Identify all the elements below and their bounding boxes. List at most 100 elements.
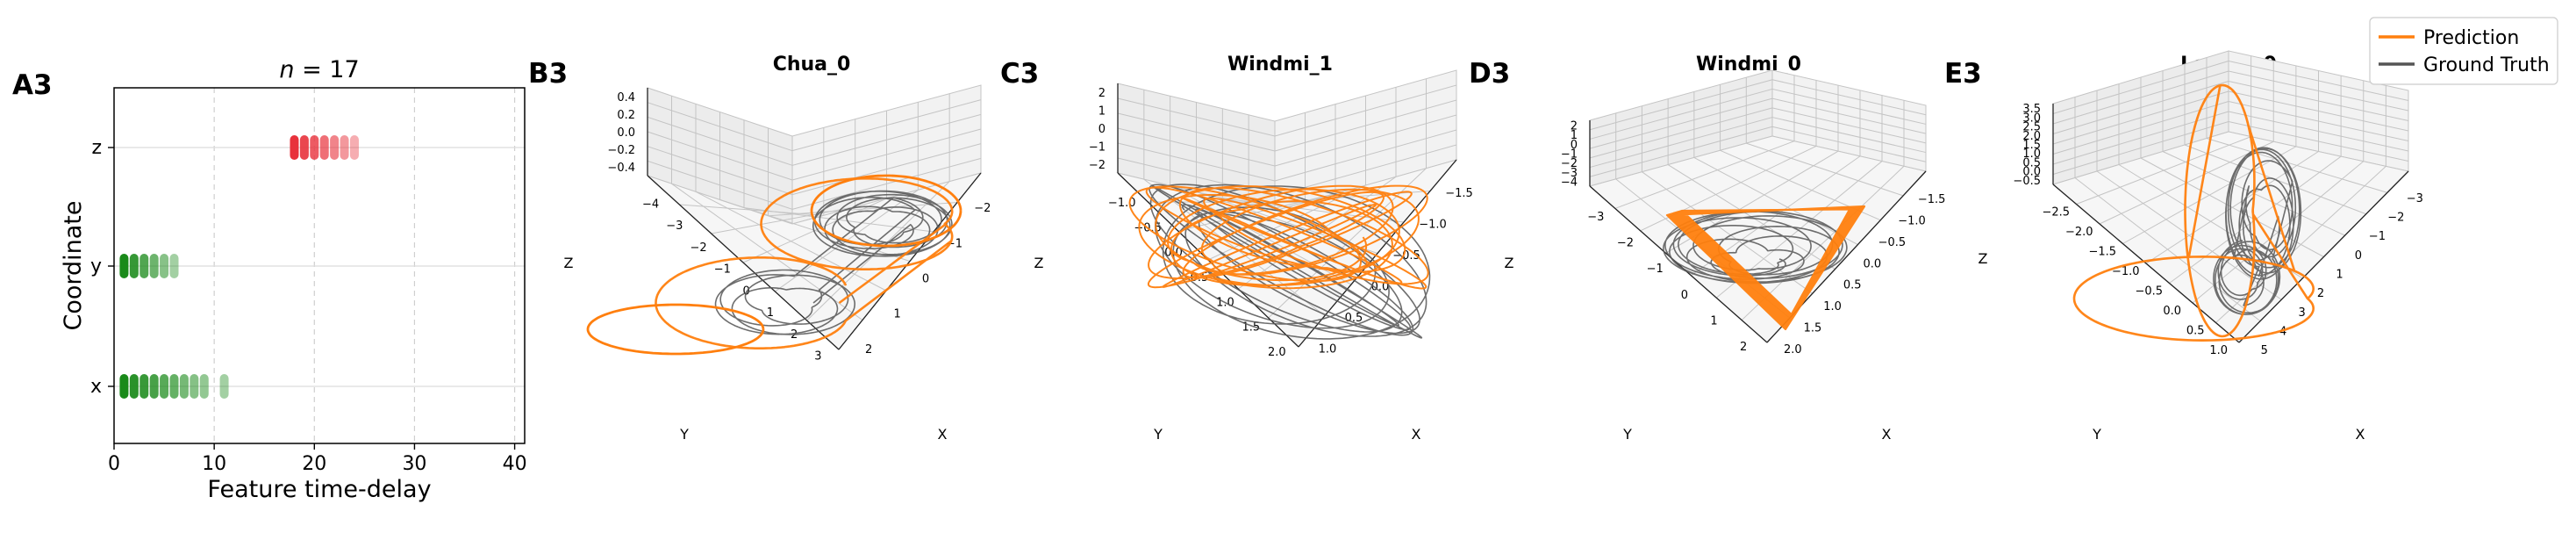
grid-line <box>2052 70 2229 125</box>
grid-line <box>1274 84 1457 137</box>
prediction-trajectory <box>586 303 765 356</box>
grid-line <box>2118 164 2303 279</box>
y-tick-label: 1 <box>1710 315 1717 328</box>
x-tick-label: 0.0 <box>1863 257 1881 270</box>
feature-marker-z <box>340 135 349 160</box>
z-tick-label: 0.0 <box>617 126 635 140</box>
y-tick-label: 2 <box>1740 341 1747 354</box>
y-tick-label: x <box>90 376 102 398</box>
z-tick-label: −0.2 <box>607 144 635 157</box>
y-tick-label: −2.5 <box>2042 205 2070 219</box>
chart-title: Windmi_1 <box>1227 54 1333 76</box>
panel-d3: D3 Windmi_0210−1−2−3−4−3−2−1012−1.5−1.0−0… <box>1469 54 1945 443</box>
y-axis-label: Y <box>2092 426 2101 443</box>
x-tick-label: 20 <box>302 453 326 475</box>
x-axis-line <box>2238 170 2409 343</box>
grid-line <box>2074 177 2261 322</box>
y-axis-label: Y <box>1622 426 1632 443</box>
feature-marker-x <box>129 374 139 399</box>
x-tick-label: 0.0 <box>1371 280 1390 293</box>
feature-marker-x <box>149 374 159 399</box>
grid-line <box>1771 126 1927 162</box>
z-axis-label: Z <box>564 255 574 271</box>
feature-marker-x <box>190 374 199 399</box>
grid-line <box>1589 79 1773 131</box>
y-tick-label: −1.5 <box>2088 245 2116 258</box>
x-tick-label: 2 <box>865 343 872 357</box>
z-tick-label: −1 <box>1089 140 1106 154</box>
z-tick-label: 1 <box>1098 105 1106 119</box>
ground-truth-trajectory <box>1663 210 1848 285</box>
prediction-trajectory <box>1665 205 1866 331</box>
prediction-trajectory <box>810 174 962 248</box>
prediction-trajectory <box>2072 83 2315 342</box>
y-tick-label: −3 <box>1587 211 1604 224</box>
x-axis-label: X <box>2356 426 2365 443</box>
panel-b3: B3 Chua_00.40.20.0−0.2−0.4−4−3−2−10123−2−… <box>528 54 991 443</box>
z-tick-label: −4 <box>1561 176 1578 190</box>
grid-line <box>2052 61 2229 114</box>
z-tick-label: 2.0 <box>2022 130 2041 143</box>
prediction-trajectory <box>1128 184 1429 290</box>
z-tick-label: −2 <box>1089 159 1106 172</box>
z-tick-label: 2.5 <box>2022 121 2041 134</box>
feature-marker-y <box>160 254 169 278</box>
feature-marker-y <box>149 254 159 278</box>
feature-marker-y <box>140 254 149 278</box>
z-tick-label: −1 <box>1561 148 1578 162</box>
z-axis-label: Z <box>1979 250 1988 267</box>
y-tick-label: 1.0 <box>2209 344 2228 357</box>
grid-line <box>2228 90 2409 132</box>
z-tick-label: −0.5 <box>2013 175 2041 188</box>
grid-line <box>2052 90 2229 145</box>
x-tick-label: 5 <box>2261 344 2268 357</box>
x-axis-line <box>1298 159 1457 348</box>
panel-c3: C3 Windmi_1210−1−2−1.0−0.50.00.51.01.52.0… <box>1000 54 1473 443</box>
ground-truth-trajectory <box>1148 184 1431 340</box>
x-tick-label: −1.0 <box>1419 218 1447 231</box>
feature-marker-x <box>140 374 149 399</box>
feature-marker-x <box>160 374 169 399</box>
x-axis-label: X <box>1412 426 1421 443</box>
y-tick-label: −4 <box>642 198 659 211</box>
prediction-trajectory <box>655 177 954 349</box>
panel-label-c3: C3 <box>1000 58 1039 90</box>
y-axis-line <box>2052 184 2240 343</box>
grid-line <box>2140 157 2324 257</box>
panel-label-e3: E3 <box>1944 58 1982 90</box>
feature-marker-y <box>129 254 139 278</box>
x-tick-label: 1.0 <box>1319 342 1337 356</box>
y-tick-label: −2 <box>1617 237 1634 250</box>
y-tick-label: −2.0 <box>2065 226 2093 239</box>
z-tick-label: 0.4 <box>617 91 635 104</box>
z-tick-label: −2 <box>1561 157 1578 170</box>
grid-line <box>1589 117 1773 169</box>
x-tick-label: 1 <box>893 308 900 321</box>
y-tick-label: −1 <box>1647 263 1664 276</box>
feature-marker-z <box>299 135 309 160</box>
grid-line <box>1693 156 1858 246</box>
grid-line <box>1614 140 1795 209</box>
grid-line <box>2228 81 2409 121</box>
z-tick-label: −3 <box>1561 167 1578 180</box>
x-tick-label: −3 <box>2407 192 2423 205</box>
chart-title: Windmi_0 <box>1696 54 1801 76</box>
x-tick-label: −1.0 <box>1898 215 1926 228</box>
feature-marker-y <box>169 254 179 278</box>
z-tick-label: 0.5 <box>2022 156 2041 169</box>
x-tick-label: 1.5 <box>1804 321 1822 335</box>
y-tick-label: 0.0 <box>2163 305 2181 318</box>
z-tick-label: 0.2 <box>617 109 635 122</box>
x-tick-label: 30 <box>402 453 426 475</box>
legend: Prediction Ground Truth <box>2369 17 2558 85</box>
z-axis-label: Z <box>1505 255 1514 271</box>
chart-title: n = 17 <box>279 56 359 83</box>
y-tick-label: −0.5 <box>2135 285 2163 298</box>
grid-line <box>1117 97 1276 137</box>
x-tick-label: −1.5 <box>1445 187 1473 200</box>
grid-line <box>1589 126 1773 177</box>
y-axis-label: Y <box>679 426 689 443</box>
legend-label: Ground Truth <box>2423 54 2550 76</box>
z-tick-label: 1.5 <box>2022 139 2041 152</box>
